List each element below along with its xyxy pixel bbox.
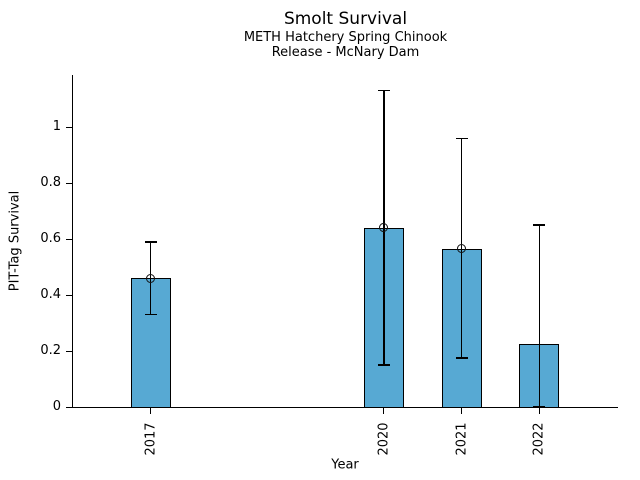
y-axis-spine [72,75,73,408]
chart-title: Smolt Survival [283,9,408,29]
x-tick-label: 2020 [376,422,392,456]
x-tick-mark [461,407,463,414]
x-tick-mark [150,407,152,414]
error-bar-cap [455,137,468,139]
point-marker [457,244,467,254]
y-tick-label: 0 [52,399,61,414]
y-tick-mark [66,182,73,184]
x-tick-mark [538,407,540,414]
error-bar-cap [455,357,468,359]
x-tick-label: 2021 [454,422,470,456]
y-tick-label: 0.8 [40,175,61,191]
error-bar-cap [533,406,546,408]
error-bar-cap [377,89,390,92]
x-tick-label: 2022 [531,422,547,456]
point-marker [379,223,389,233]
chart-subtitle-line1: METH Hatchery Spring Chinook [243,30,448,45]
x-axis-spine [72,407,618,408]
y-tick-label: 0.2 [40,343,61,358]
y-tick-mark [66,126,73,128]
x-tick-label: 2017 [143,422,159,456]
y-tick-label: 0.6 [40,231,61,247]
x-axis-label: Year [331,457,359,473]
y-tick-mark [66,238,73,240]
chart-subtitle-line2: Release - McNary Dam [271,45,420,60]
y-tick-label: 0.4 [40,287,61,303]
y-tick-mark [66,350,73,352]
y-tick-mark [66,406,73,408]
error-bar-cap [144,313,157,316]
y-tick-label: 1 [52,119,61,135]
error-bar-line [538,225,541,407]
point-marker [146,273,156,283]
plot-area: 0 0.2 0.4 0.6 0.8 1 2017 2020 2021 2022 [40,75,617,456]
error-bar-cap [533,224,546,226]
error-bar-cap [144,241,157,243]
error-bar-cap [377,364,390,366]
y-tick-mark [66,294,73,296]
x-tick-mark [383,407,385,414]
